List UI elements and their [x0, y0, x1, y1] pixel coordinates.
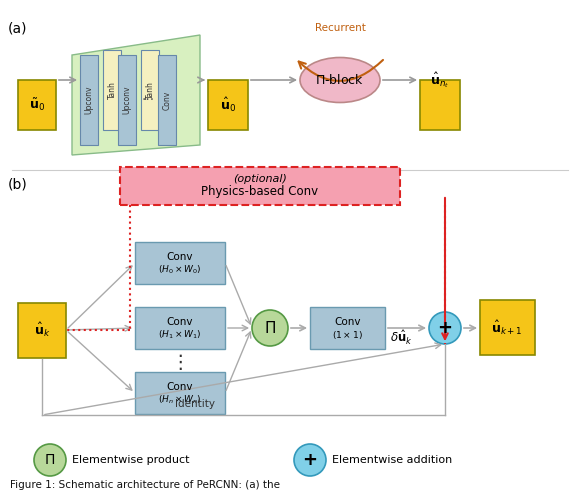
Text: $\tilde{\mathbf{u}}_0$: $\tilde{\mathbf{u}}_0$: [29, 96, 45, 114]
Text: Recurrent: Recurrent: [314, 23, 365, 33]
Circle shape: [429, 312, 461, 344]
Text: Elementwise addition: Elementwise addition: [332, 455, 452, 465]
Bar: [18, 302, 66, 358]
Bar: [18, 80, 56, 130]
Bar: [480, 300, 535, 355]
Text: $(1 \times 1)$: $(1 \times 1)$: [332, 329, 363, 341]
Text: ···: ···: [142, 93, 154, 107]
Bar: [135, 242, 225, 284]
Text: Conv: Conv: [167, 317, 193, 327]
Bar: [103, 50, 121, 130]
Bar: [158, 55, 176, 145]
Bar: [118, 55, 136, 145]
Text: $(H_0 \times W_0)$: $(H_0 \times W_0)$: [158, 264, 202, 276]
Text: $(H_1 \times W_1)$: $(H_1 \times W_1)$: [158, 329, 202, 341]
Text: Elementwise product: Elementwise product: [72, 455, 190, 465]
Bar: [120, 167, 400, 205]
Bar: [135, 372, 225, 414]
FancyArrowPatch shape: [299, 60, 383, 81]
Text: Tanh: Tanh: [146, 81, 154, 99]
Text: Identity: Identity: [175, 399, 215, 409]
Text: +: +: [437, 319, 452, 337]
Text: Upconv: Upconv: [85, 86, 93, 115]
Text: ⋮: ⋮: [171, 352, 190, 372]
Text: Conv: Conv: [334, 317, 361, 327]
Text: $\Pi$: $\Pi$: [45, 453, 56, 467]
Ellipse shape: [300, 58, 380, 102]
Bar: [80, 55, 98, 145]
Bar: [420, 80, 460, 130]
Text: (optional): (optional): [233, 174, 287, 184]
Bar: [135, 307, 225, 349]
Text: $\hat{\mathbf{u}}_{n_t}$: $\hat{\mathbf{u}}_{n_t}$: [430, 70, 450, 90]
Text: Tanh: Tanh: [107, 81, 117, 99]
Bar: [208, 80, 248, 130]
Bar: [310, 307, 385, 349]
Text: Conv: Conv: [167, 252, 193, 262]
Circle shape: [34, 444, 66, 476]
Text: (b): (b): [8, 178, 28, 192]
Text: $\hat{\mathbf{u}}_0$: $\hat{\mathbf{u}}_0$: [220, 96, 236, 114]
Text: $(H_n \times W_n)$: $(H_n \times W_n)$: [158, 394, 202, 406]
Polygon shape: [72, 35, 200, 155]
Text: Upconv: Upconv: [122, 86, 132, 115]
Circle shape: [294, 444, 326, 476]
Circle shape: [252, 310, 288, 346]
Text: $\delta\hat{\mathbf{u}}_k$: $\delta\hat{\mathbf{u}}_k$: [390, 329, 413, 347]
Text: $\Pi$-block: $\Pi$-block: [316, 73, 365, 87]
Text: $\Pi$: $\Pi$: [264, 320, 276, 336]
Text: Conv: Conv: [167, 382, 193, 392]
Text: (a): (a): [8, 22, 27, 36]
Text: $\hat{\mathbf{u}}_k$: $\hat{\mathbf{u}}_k$: [34, 321, 50, 339]
Text: +: +: [303, 451, 317, 469]
Text: $\hat{\mathbf{u}}_{k+1}$: $\hat{\mathbf{u}}_{k+1}$: [491, 319, 523, 337]
Text: Conv: Conv: [162, 90, 172, 110]
Bar: [141, 50, 159, 130]
Bar: [120, 167, 400, 205]
Text: Figure 1: Schematic architecture of PeRCNN: (a) the: Figure 1: Schematic architecture of PeRC…: [10, 480, 280, 490]
Text: Physics-based Conv: Physics-based Conv: [201, 184, 318, 198]
